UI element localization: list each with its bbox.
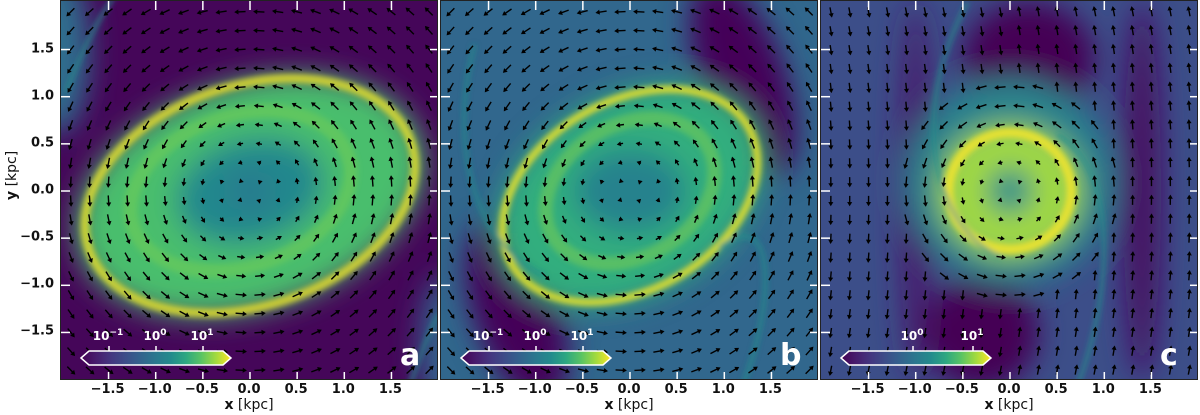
x-tick-label: 0.0 xyxy=(237,382,261,397)
y-tick-label: 1.5 xyxy=(30,41,54,57)
colorbar-tick-label: 100 xyxy=(143,328,167,343)
colorbar xyxy=(839,346,993,366)
colorbar xyxy=(459,346,613,366)
x-tick-label: −1.5 xyxy=(850,382,885,397)
colorbar xyxy=(79,346,233,366)
colorbar-tick-label: 100 xyxy=(523,328,547,343)
panel-b xyxy=(440,0,818,380)
quiver-arrows xyxy=(66,7,434,375)
y-tick-label: 1.0 xyxy=(30,88,54,104)
x-axis-label: x [kpc] xyxy=(604,397,654,413)
y-tick-label: −1.5 xyxy=(20,323,54,339)
x-tick-label: 0.0 xyxy=(997,382,1021,397)
x-tick-label: −0.5 xyxy=(564,382,599,397)
x-tick-label: 1.5 xyxy=(758,382,782,397)
x-tick-label: 1.5 xyxy=(378,382,402,397)
x-tick-label: 0.0 xyxy=(617,382,641,397)
x-tick-label: −1.5 xyxy=(90,382,125,397)
y-tick-label: −0.5 xyxy=(20,229,54,245)
x-tick-label: −0.5 xyxy=(184,382,219,397)
y-tick-label: 0.0 xyxy=(30,182,54,198)
x-tick-label: −0.5 xyxy=(944,382,979,397)
x-axis-label: x [kpc] xyxy=(984,397,1034,413)
quiver-arrows xyxy=(828,6,1192,376)
panel-letter-a: a xyxy=(400,338,421,373)
x-tick-label: 0.5 xyxy=(664,382,688,397)
x-tick-label: 0.5 xyxy=(1044,382,1068,397)
panel-letter-b: b xyxy=(780,338,802,373)
x-tick-label: 0.5 xyxy=(284,382,308,397)
y-tick-label: −1.0 xyxy=(20,276,54,292)
panel-a xyxy=(60,0,438,380)
colorbar-tick-label: 10−1 xyxy=(472,328,504,343)
x-tick-label: 1.0 xyxy=(331,382,355,397)
colorbar-tick-label: 101 xyxy=(960,328,984,343)
x-tick-label: 1.0 xyxy=(711,382,735,397)
x-tick-label: 1.5 xyxy=(1138,382,1162,397)
panel-c xyxy=(820,0,1198,380)
x-tick-label: 1.0 xyxy=(1091,382,1115,397)
colorbar-tick-label: 100 xyxy=(900,328,924,343)
colorbar-tick-label: 10−1 xyxy=(92,328,124,343)
x-tick-label: −1.5 xyxy=(470,382,505,397)
x-tick-label: −1.0 xyxy=(517,382,552,397)
x-tick-label: −1.0 xyxy=(137,382,172,397)
quiver-arrows xyxy=(446,7,814,375)
panel-letter-c: c xyxy=(1160,338,1178,373)
x-axis-label: x [kpc] xyxy=(224,397,274,413)
x-tick-label: −1.0 xyxy=(897,382,932,397)
colorbar-tick-label: 101 xyxy=(570,328,594,343)
colorbar-tick-label: 101 xyxy=(190,328,214,343)
y-tick-label: 0.5 xyxy=(30,135,54,151)
